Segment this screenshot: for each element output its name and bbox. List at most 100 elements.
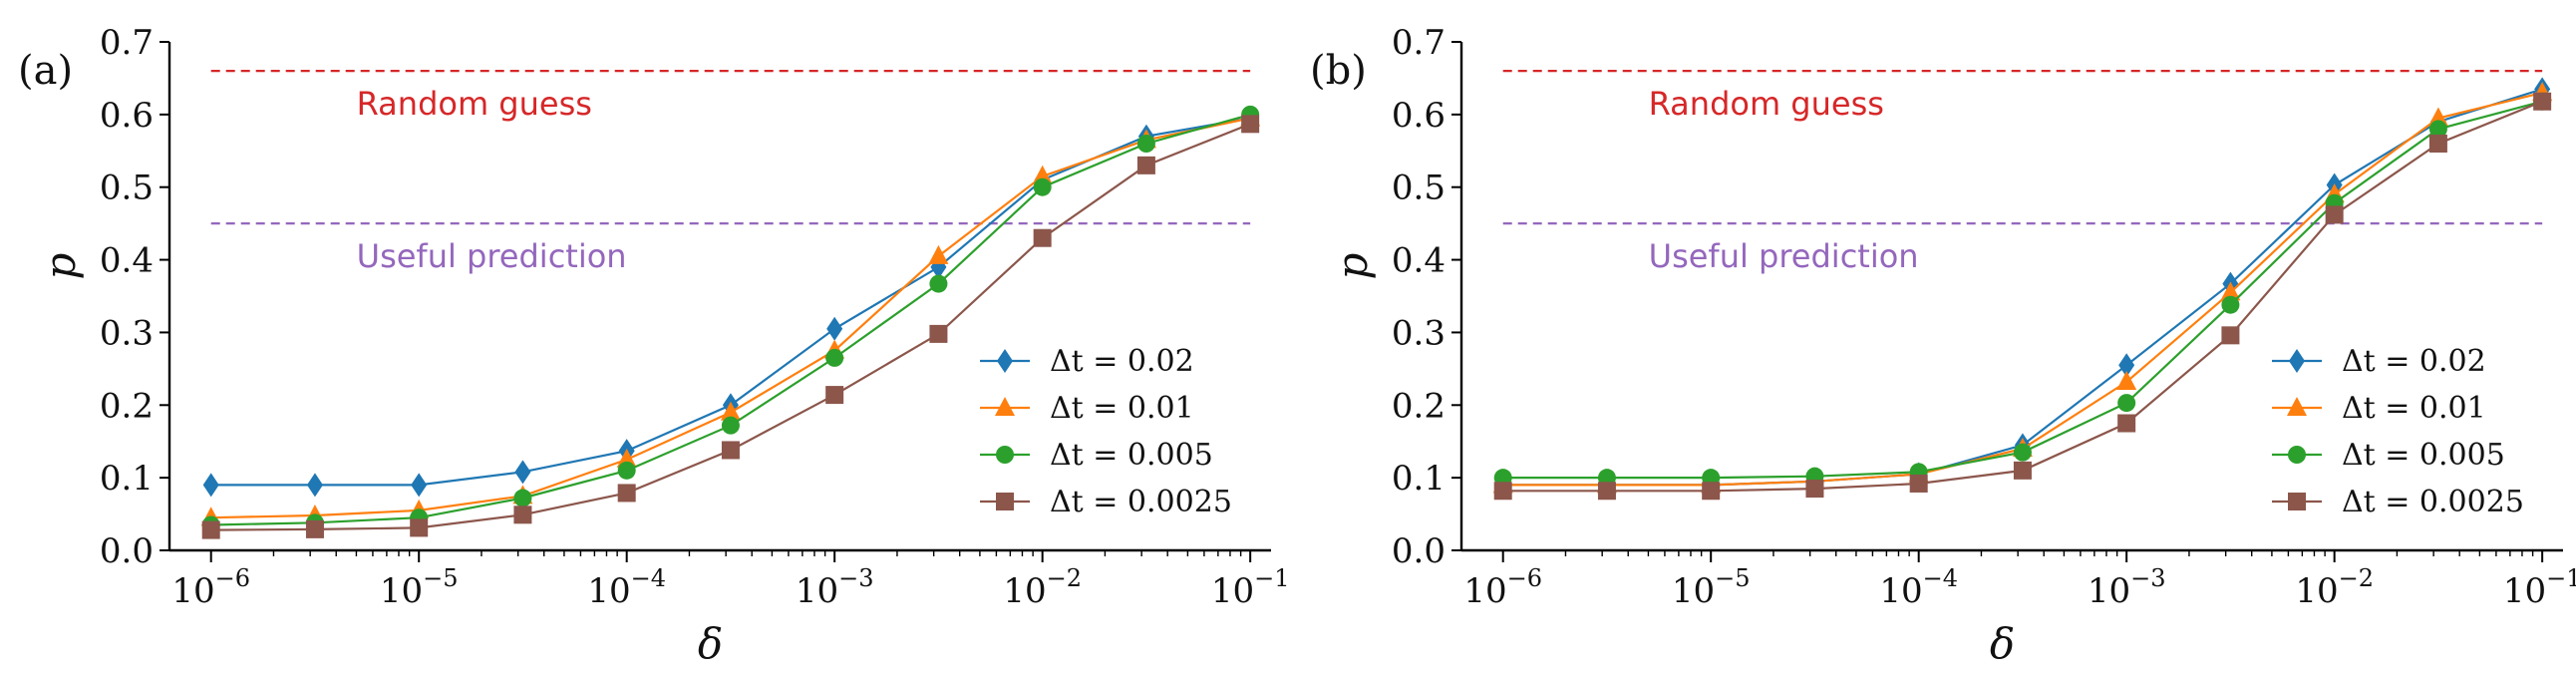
data-point <box>2220 281 2241 301</box>
y-tick-label: 0.4 <box>100 241 154 281</box>
y-tick-label: 0.3 <box>100 313 154 353</box>
data-point <box>2533 92 2552 111</box>
y-tick-label: 0.5 <box>1392 169 1446 208</box>
data-point <box>1597 482 1616 501</box>
x-axis-title: δ <box>698 619 723 668</box>
legend-marker <box>996 446 1014 464</box>
data-point <box>1033 177 1052 196</box>
x-tick-base: 10 <box>2088 571 2130 611</box>
x-tick-base: 10 <box>1672 571 1715 611</box>
data-point <box>2117 414 2136 433</box>
y-tick-label: 0.2 <box>1392 386 1446 426</box>
legend-label: Δt = 0.01 <box>2342 391 2486 426</box>
x-tick-base: 10 <box>1211 571 1254 611</box>
legend-label: Δt = 0.005 <box>2342 438 2505 473</box>
x-tick-label: 10−1 <box>2503 564 2576 611</box>
y-tick-label: 0.1 <box>1392 459 1446 499</box>
legend: Δt = 0.02 Δt = 0.01 Δt = 0.005 Δt = 0.0025 <box>2272 344 2524 519</box>
data-point <box>1702 482 1721 501</box>
series-diamond <box>1494 77 2551 498</box>
x-tick-label: 10−5 <box>380 564 459 611</box>
data-point <box>201 520 220 539</box>
data-point <box>617 484 636 503</box>
data-point <box>617 461 636 480</box>
y-tick-label: 0.3 <box>1392 313 1446 353</box>
data-point <box>2428 120 2447 139</box>
series-line <box>1502 91 2543 487</box>
panel-label: (b) <box>1310 48 1367 94</box>
data-point <box>2325 205 2344 224</box>
data-point <box>1909 474 1928 493</box>
data-point <box>928 244 949 264</box>
data-point <box>2221 326 2240 345</box>
series-triangle <box>1492 82 2553 494</box>
useful-prediction-label: Useful prediction <box>1649 237 1919 275</box>
x-tick-base: 10 <box>380 571 423 611</box>
legend-marker <box>2289 349 2305 373</box>
x-tick-exponent: −1 <box>2546 564 2576 592</box>
chart-panel-b: 0.00.10.20.30.40.50.60.710−6 10−5 10−4 10−3… <box>1310 23 2576 668</box>
legend-label: Δt = 0.0025 <box>1050 485 1232 519</box>
series-line <box>1502 100 2543 493</box>
legend-item: Δt = 0.0025 <box>980 485 1232 519</box>
x-tick-base: 10 <box>1003 571 1046 611</box>
x-tick-label: 10−1 <box>1211 564 1290 611</box>
legend-item: Δt = 0.02 <box>2272 344 2486 379</box>
data-point <box>825 386 844 405</box>
data-point <box>2118 353 2135 378</box>
x-tick-label: 10−3 <box>2088 564 2166 611</box>
legend-item: Δt = 0.02 <box>980 344 1194 379</box>
y-tick-label: 0.5 <box>100 169 154 208</box>
y-tick-label: 0.7 <box>1392 23 1446 63</box>
x-tick-exponent: −2 <box>1047 564 1082 592</box>
x-tick-base: 10 <box>2295 571 2338 611</box>
x-tick-label: 10−3 <box>796 564 874 611</box>
x-tick-exponent: −1 <box>1254 564 1289 592</box>
data-point <box>2428 135 2447 153</box>
y-tick-label: 0.4 <box>1392 241 1446 281</box>
y-axis-title: p <box>36 253 85 280</box>
legend-label: Δt = 0.02 <box>2342 344 2486 379</box>
legend-marker <box>2288 446 2306 464</box>
data-point <box>2117 394 2136 413</box>
useful-prediction-label: Useful prediction <box>357 237 627 275</box>
panel-label: (a) <box>18 48 73 94</box>
x-tick-base: 10 <box>171 571 214 611</box>
data-point <box>2116 370 2137 390</box>
y-tick-label: 0.6 <box>100 96 154 136</box>
x-tick-exponent: −6 <box>1507 564 1542 592</box>
x-tick-base: 10 <box>796 571 838 611</box>
data-point <box>1136 135 1155 153</box>
data-point <box>1493 482 1512 501</box>
x-tick-exponent: −3 <box>838 564 873 592</box>
x-tick-exponent: −2 <box>2339 564 2374 592</box>
x-tick-label: 10−4 <box>1879 564 1958 611</box>
legend-label: Δt = 0.02 <box>1050 344 1194 379</box>
data-point <box>616 448 637 468</box>
legend-marker <box>997 349 1013 373</box>
x-tick-label: 10−4 <box>587 564 666 611</box>
x-tick-exponent: −3 <box>2130 564 2165 592</box>
series-circle <box>201 105 1260 534</box>
y-tick-label: 0.0 <box>1392 531 1446 571</box>
x-tick-label: 10−6 <box>1463 564 1542 611</box>
x-axis-title: δ <box>1990 619 2015 668</box>
legend-marker <box>2287 397 2307 416</box>
data-point <box>410 518 429 537</box>
data-point <box>305 519 324 538</box>
y-tick-label: 0.1 <box>100 459 154 499</box>
legend-item: Δt = 0.005 <box>2272 438 2505 473</box>
legend-marker <box>995 397 1015 416</box>
legend-label: Δt = 0.01 <box>1050 391 1194 426</box>
x-tick-label: 10−2 <box>2295 564 2374 611</box>
data-point <box>306 473 323 498</box>
legend: Δt = 0.02 Δt = 0.01 Δt = 0.005 Δt = 0.0025 <box>980 344 1232 519</box>
x-tick-exponent: −6 <box>215 564 250 592</box>
x-tick-base: 10 <box>587 571 630 611</box>
data-point <box>2013 461 2032 480</box>
legend-label: Δt = 0.0025 <box>2342 485 2524 519</box>
data-point <box>1136 156 1155 174</box>
chart-panel-a: 0.00.10.20.30.40.50.60.710−6 10−5 10−4 10−3… <box>18 23 1289 668</box>
data-point <box>1033 228 1052 247</box>
legend-item: Δt = 0.005 <box>980 438 1213 473</box>
